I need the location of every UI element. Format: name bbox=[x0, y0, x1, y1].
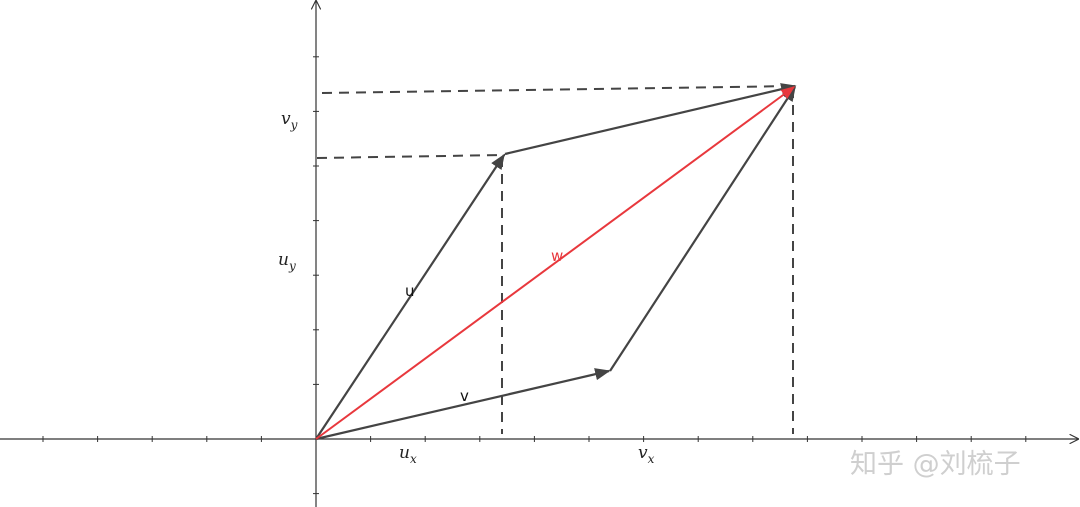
vector-v bbox=[315, 368, 611, 441]
label-w: w bbox=[551, 247, 563, 265]
vector-u-translated bbox=[609, 85, 796, 372]
vector-u bbox=[315, 153, 505, 440]
label-vx: vx bbox=[638, 443, 655, 466]
vector-w-resultant bbox=[315, 86, 796, 440]
u-tip-horizontal-projection bbox=[316, 154, 506, 159]
w-tip-horizontal-projection bbox=[321, 85, 796, 94]
watermark: 知乎 @刘梳子 bbox=[850, 449, 1021, 480]
label-ux: ux bbox=[399, 443, 417, 466]
label-uy: uy bbox=[278, 250, 296, 273]
label-u: u bbox=[405, 282, 415, 300]
vector-v-translated bbox=[504, 83, 797, 156]
label-vy: vy bbox=[281, 109, 298, 132]
axis-ticks bbox=[42, 56, 1027, 495]
label-v: v bbox=[460, 387, 469, 405]
